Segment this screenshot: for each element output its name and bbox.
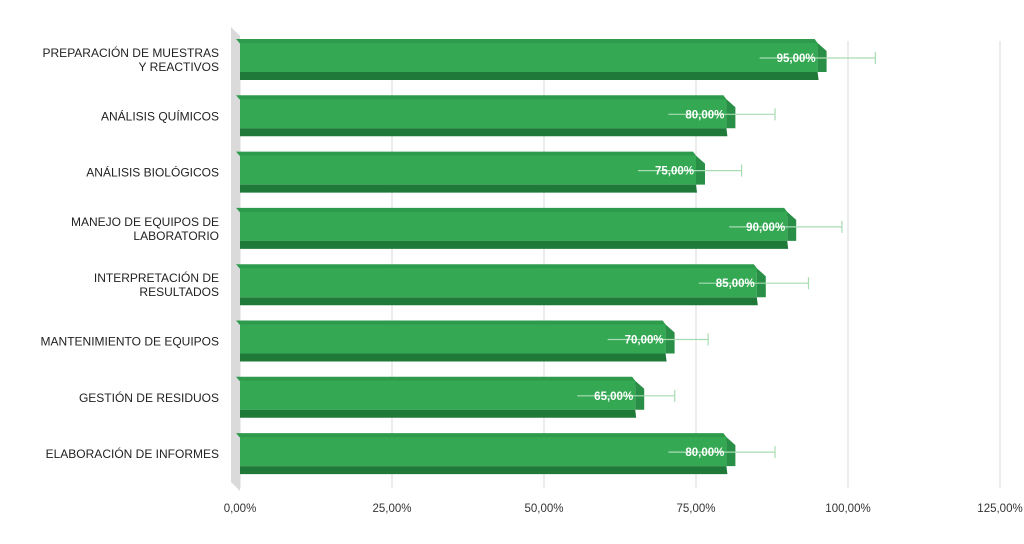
bar-front-face — [240, 324, 666, 354]
category-label: ANÁLISIS QUÍMICOS — [101, 108, 219, 123]
x-tick-label: 50,00% — [524, 503, 563, 515]
data-label: 70,00% — [625, 335, 664, 347]
category-label-line: INTERPRETACIÓN DE — [94, 270, 219, 285]
bar-bottom-face — [240, 409, 637, 418]
category-label-line: RESULTADOS — [139, 285, 219, 299]
category-label-line: ANÁLISIS QUÍMICOS — [101, 108, 219, 123]
data-label: 95,00% — [777, 53, 816, 65]
data-label: 85,00% — [716, 278, 755, 290]
bar-front-face — [240, 99, 727, 129]
category-label-line: ANÁLISIS BIOLÓGICOS — [86, 165, 219, 180]
bar — [236, 376, 645, 418]
bar-bottom-face — [240, 466, 728, 475]
bar — [236, 320, 675, 362]
data-label: 90,00% — [746, 222, 785, 234]
bar — [236, 264, 766, 306]
bar — [236, 39, 827, 80]
category-label-line: PREPARACIÓN DE MUESTRAS — [43, 45, 219, 60]
bar-front-face — [240, 43, 818, 72]
data-label: 80,00% — [685, 109, 724, 121]
category-label-line: GESTIÓN DE RESIDUOS — [79, 390, 219, 405]
data-label: 75,00% — [655, 166, 694, 178]
chart-side-wall — [231, 27, 240, 491]
bar-front-face — [240, 211, 788, 241]
bar-front-face — [240, 155, 696, 185]
chart-floor — [231, 27, 240, 491]
category-label-line: MANEJO DE EQUIPOS DE — [71, 215, 219, 229]
bar-front-face — [240, 268, 757, 298]
x-tick-label: 100,00% — [825, 503, 870, 515]
data-label: 80,00% — [685, 447, 724, 459]
bar — [236, 207, 797, 249]
x-tick-label: 75,00% — [676, 503, 715, 515]
data-labels: 95,00% 80,00% 75,00% 90,00% 85,00% 70,00% 65,0… — [594, 53, 815, 459]
bar-bottom-face — [240, 297, 758, 306]
category-label: MANEJO DE EQUIPOS DE LABORATORIO — [71, 215, 219, 243]
bar — [236, 95, 736, 137]
bar-bottom-face — [240, 184, 697, 193]
category-label-line: LABORATORIO — [133, 229, 219, 243]
bar-bottom-face — [240, 240, 789, 249]
category-label: GESTIÓN DE RESIDUOS — [79, 390, 219, 405]
category-label-line: MANTENIMIENTO DE EQUIPOS — [41, 335, 219, 349]
category-labels: PREPARACIÓN DE MUESTRAS Y REACTIVOS ANÁLIS… — [41, 45, 219, 461]
bar-bottom-face — [240, 353, 667, 362]
x-tick-label: 0,00% — [224, 503, 257, 515]
bar-bottom-face — [240, 128, 728, 137]
bar — [236, 151, 705, 193]
bar-bottom-face — [240, 72, 819, 80]
category-label-line: Y REACTIVOS — [139, 60, 219, 74]
x-tick-label: 25,00% — [372, 503, 411, 515]
data-label: 65,00% — [594, 391, 633, 403]
bars — [236, 39, 827, 475]
x-tick-label: 125,00% — [977, 503, 1022, 515]
category-label: INTERPRETACIÓN DE RESULTADOS — [94, 270, 219, 299]
category-label: ANÁLISIS BIOLÓGICOS — [86, 165, 219, 180]
category-label: PREPARACIÓN DE MUESTRAS Y REACTIVOS — [43, 45, 219, 74]
error-bars — [577, 52, 876, 459]
bar-front-face — [240, 380, 636, 410]
category-label: ELABORACIÓN DE INFORMES — [46, 446, 219, 461]
bar — [236, 433, 736, 475]
bar-front-face — [240, 437, 727, 467]
category-label: MANTENIMIENTO DE EQUIPOS — [41, 335, 219, 349]
category-label-line: ELABORACIÓN DE INFORMES — [46, 446, 219, 461]
x-axis-tick-labels: 0,00% 25,00% 50,00% 75,00% 100,00% 125,00% — [224, 503, 1023, 515]
